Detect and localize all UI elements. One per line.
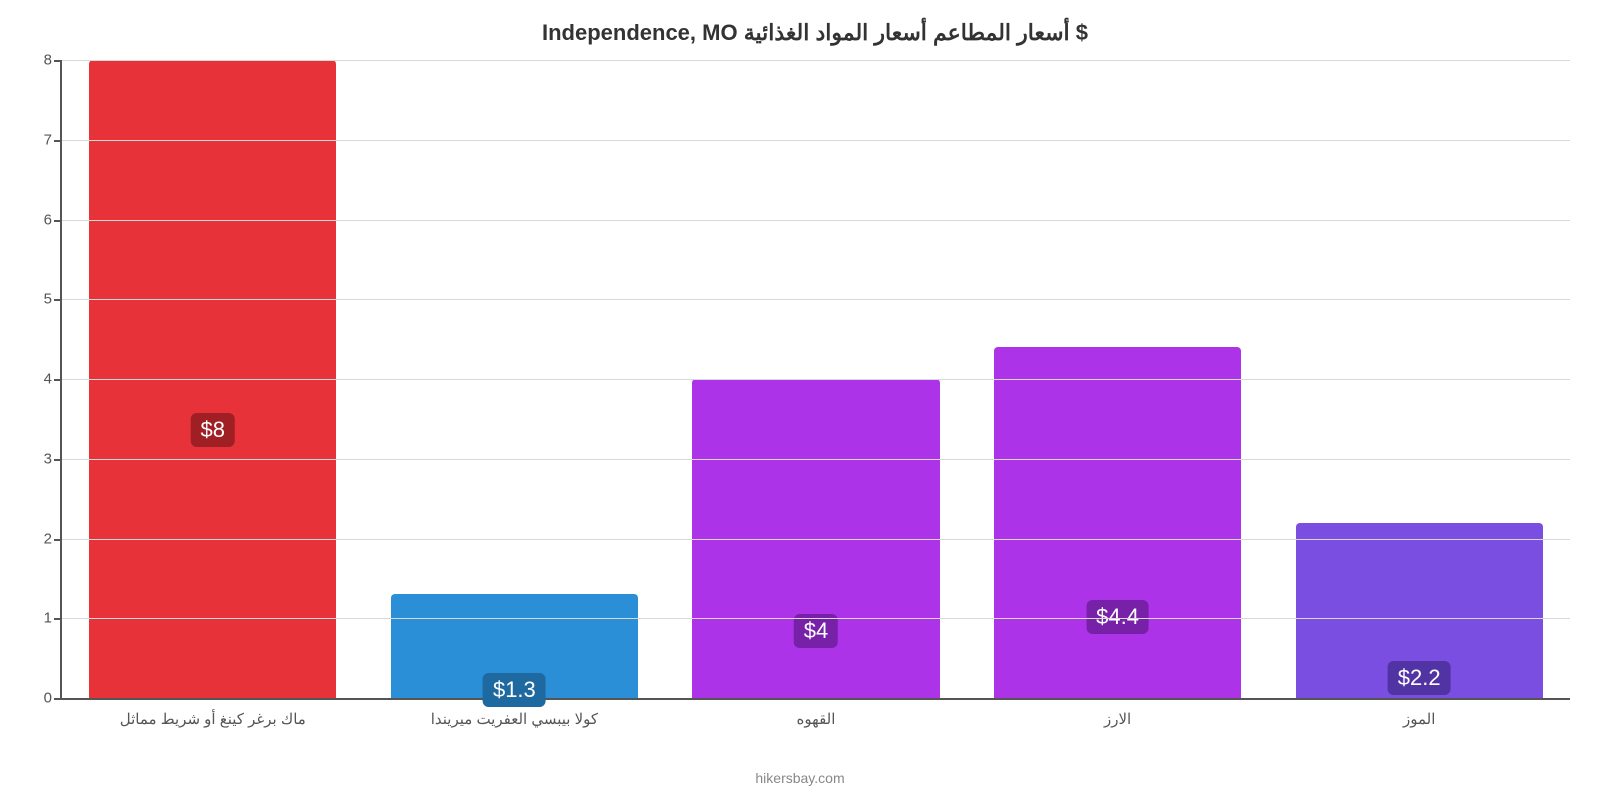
bar: $2.2 <box>1296 523 1543 698</box>
gridline <box>62 459 1570 460</box>
footer-credit: hikersbay.com <box>0 770 1600 786</box>
y-tick-label: 6 <box>44 211 62 228</box>
y-tick-label: 5 <box>44 291 62 308</box>
y-tick-label: 7 <box>44 131 62 148</box>
y-tick-label: 1 <box>44 610 62 627</box>
x-tick-label: القهوه <box>797 698 836 728</box>
gridline <box>62 539 1570 540</box>
bar-value-label: $8 <box>191 413 235 447</box>
gridline <box>62 140 1570 141</box>
x-tick-label: الارز <box>1104 698 1131 728</box>
chart-title: Independence, MO أسعار المطاعم أسعار الم… <box>60 20 1570 46</box>
y-tick-label: 4 <box>44 371 62 388</box>
bar: $1.3 <box>391 594 638 698</box>
bar-value-label: $2.2 <box>1388 661 1451 695</box>
plot-area: $8ماك برغر كينغ أو شريط مماثل$1.3كولا بي… <box>60 60 1570 700</box>
gridline <box>62 618 1570 619</box>
x-tick-label: ماك برغر كينغ أو شريط مماثل <box>120 698 306 728</box>
gridline <box>62 60 1570 61</box>
price-bar-chart: Independence, MO أسعار المطاعم أسعار الم… <box>0 0 1600 800</box>
gridline <box>62 379 1570 380</box>
bar: $4.4 <box>994 347 1241 698</box>
gridline <box>62 299 1570 300</box>
x-tick-label: الموز <box>1403 698 1435 728</box>
bar-value-label: $4.4 <box>1086 600 1149 634</box>
gridline <box>62 220 1570 221</box>
y-tick-label: 2 <box>44 530 62 547</box>
y-tick-label: 0 <box>44 690 62 707</box>
x-tick-label: كولا بيبسي العفريت ميريندا <box>431 698 598 728</box>
y-tick-label: 8 <box>44 52 62 69</box>
y-tick-label: 3 <box>44 450 62 467</box>
